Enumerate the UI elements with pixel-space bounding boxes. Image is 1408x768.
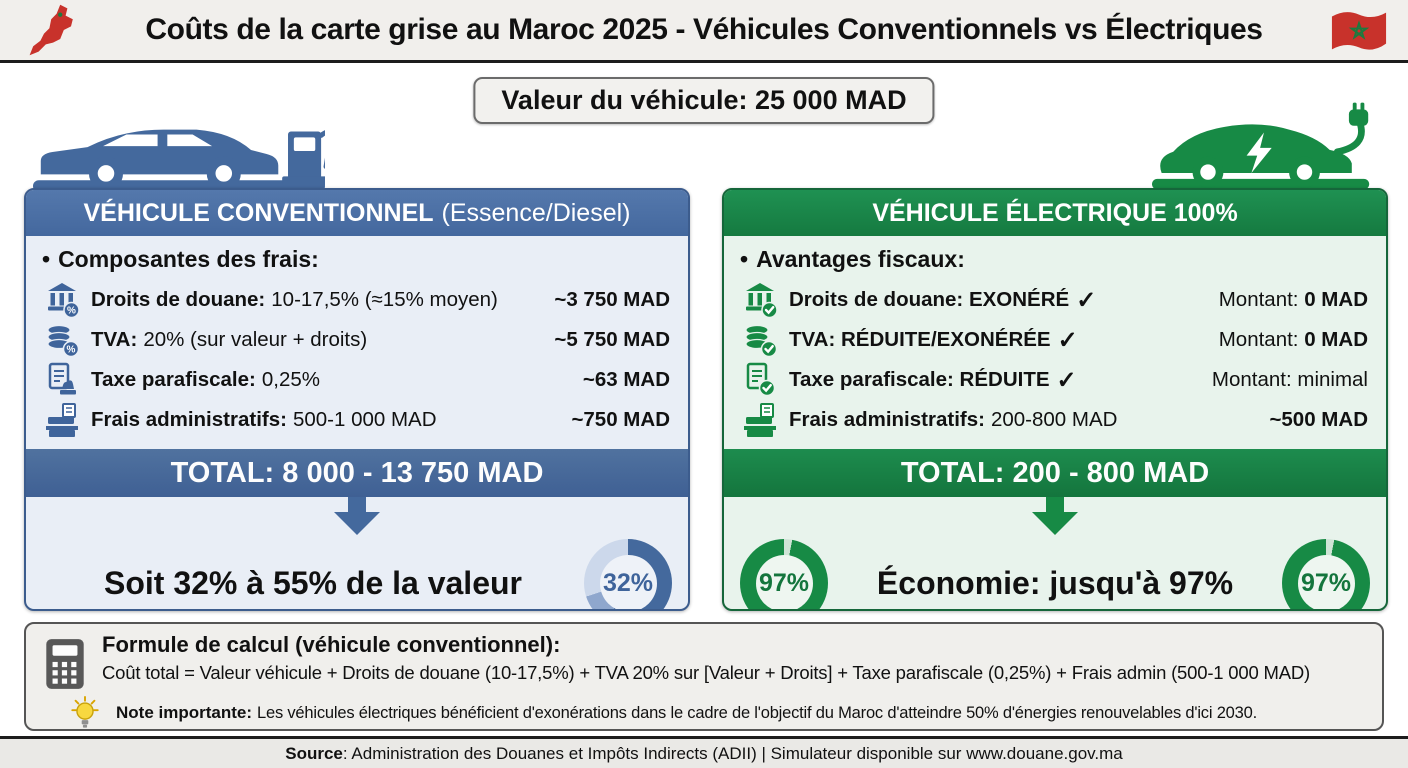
benefit-row-customs: Droits de douane: EXONÉRÉ ✓ Montant: 0 M…: [742, 280, 1368, 320]
conventional-section-title: • Composantes des frais:: [26, 236, 688, 278]
donut-value: 97%: [1297, 554, 1355, 609]
bank-check-icon: [746, 283, 778, 318]
conventional-total: TOTAL: 8 000 - 13 750 MAD: [26, 449, 688, 497]
fee-detail: 20% (sur valeur + droits): [143, 328, 368, 351]
fee-label: Taxe parafiscale:: [91, 368, 256, 391]
document-check-icon: [746, 362, 776, 397]
benefit-row-parafiscal: Taxe parafiscale: RÉDUITE ✓ Montant: min…: [742, 360, 1368, 400]
formula-note-box: Formule de calcul (véhicule conventionne…: [24, 622, 1384, 731]
fee-label: Frais administratifs:: [91, 408, 287, 431]
donut-value: 32%: [599, 554, 657, 609]
amount-label: Montant:: [1218, 328, 1299, 351]
svg-text:%: %: [67, 306, 76, 317]
benefit-row-vat: TVA: RÉDUITE/EXONÉRÉE ✓ Montant: 0 MAD: [742, 320, 1368, 360]
fee-row-customs: % Droits de douane: 10-17,5% (≈15% moyen…: [44, 280, 670, 320]
electric-total: TOTAL: 200 - 800 MAD: [724, 449, 1386, 497]
fee-row-vat: % TVA: 20% (sur valeur + droits) ~5 750 …: [44, 320, 670, 360]
donut-value: 97%: [755, 554, 813, 609]
source-footer: Source: Administration des Douanes et Im…: [0, 736, 1408, 768]
fee-row-admin: Frais administratifs: 500-1 000 MAD ~750…: [44, 400, 670, 440]
electric-summary-text: Économie: jusqu'à 97%: [876, 564, 1234, 601]
formula-title: Formule de calcul (véhicule conventionne…: [102, 632, 561, 657]
amount-label: Montant:: [1218, 288, 1299, 311]
fee-detail: 10-17,5% (≈15% moyen): [271, 288, 498, 311]
electric-benefit-list: Droits de douane: EXONÉRÉ ✓ Montant: 0 M…: [724, 278, 1386, 440]
section-title-text: Composantes des frais:: [58, 246, 319, 272]
fee-row-parafiscal: Taxe parafiscale: 0,25% ~63 MAD: [44, 360, 670, 400]
note-label: Note importante:: [116, 703, 252, 722]
conventional-title-normal: (Essence/Diesel): [441, 198, 631, 227]
benefit-label: Frais administratifs:: [789, 408, 985, 431]
calculator-icon: [46, 639, 84, 689]
benefit-detail: 200-800 MAD: [990, 408, 1118, 431]
morocco-flag-icon: [1331, 12, 1387, 50]
bullet-marker: •: [42, 246, 51, 272]
note-text: Les véhicules électriques bénéficient d'…: [257, 703, 1257, 722]
bank-percent-icon: %: [48, 283, 80, 318]
gasoline-car-fuel-pump-icon: [33, 129, 325, 192]
vehicle-value-banner: Valeur du véhicule: 25 000 MAD: [473, 77, 935, 124]
section-title-text: Avantages fiscaux:: [756, 246, 965, 272]
checkmark: ✓: [1057, 326, 1078, 354]
bullet-marker: •: [740, 246, 749, 272]
benefit-label: TVA: RÉDUITE/EXONÉRÉE: [789, 328, 1051, 351]
amount-value: 0 MAD: [1298, 288, 1368, 311]
benefit-label: Taxe parafiscale: RÉDUITE: [789, 368, 1050, 391]
admin-printer-icon: [744, 403, 776, 437]
savings-donut-left: 97%: [740, 539, 828, 609]
fee-amount: ~750 MAD: [571, 408, 670, 431]
down-arrow-icon: [724, 497, 1386, 535]
fee-label: TVA:: [91, 328, 138, 351]
fee-amount: ~5 750 MAD: [554, 328, 670, 351]
source-text: : Administration des Douanes et Impôts I…: [342, 744, 1123, 763]
source-label: Source: [285, 744, 343, 763]
conventional-fee-list: % Droits de douane: 10-17,5% (≈15% moyen…: [26, 278, 688, 440]
benefit-row-admin: Frais administratifs: 200-800 MAD ~500 M…: [742, 400, 1368, 440]
fee-detail: 0,25%: [261, 368, 320, 391]
coins-percent-icon: %: [47, 324, 80, 358]
electric-title-bold: VÉHICULE ÉLECTRIQUE 100%: [872, 198, 1238, 227]
electric-panel: VÉHICULE ÉLECTRIQUE 100% • Avantages fisc…: [722, 188, 1388, 611]
conventional-panel: VÉHICULE CONVENTIONNEL (Essence/Diesel) …: [24, 188, 690, 611]
amount-value: 0 MAD: [1298, 328, 1368, 351]
conventional-panel-title: VÉHICULE CONVENTIONNEL (Essence/Diesel): [26, 190, 688, 236]
header-bar: Coûts de la carte grise au Maroc 2025 - …: [0, 0, 1408, 63]
electric-section-title: • Avantages fiscaux:: [724, 236, 1386, 278]
amount-value: ~500 MAD: [1269, 408, 1368, 431]
stamp-document-icon: [48, 362, 76, 395]
electric-summary: 97% Économie: jusqu'à 97% 97%: [724, 535, 1386, 609]
note-line: Note importante: Les véhicules électriqu…: [70, 696, 1257, 730]
fee-label: Droits de douane:: [91, 288, 266, 311]
electric-car-plug-icon: [1152, 102, 1370, 190]
electric-panel-title: VÉHICULE ÉLECTRIQUE 100%: [724, 190, 1386, 236]
conventional-summary-text: Soit 32% à 55% de la valeur: [104, 564, 522, 601]
fee-amount: ~63 MAD: [582, 368, 670, 391]
savings-donut-right: 97%: [1282, 539, 1370, 609]
down-arrow-icon: [26, 497, 688, 535]
formula-text: Coût total = Valeur véhicule + Droits de…: [102, 662, 1310, 683]
morocco-map-icon: [29, 4, 73, 56]
benefit-label: Droits de douane: EXONÉRÉ: [789, 288, 1070, 311]
conventional-summary: Soit 32% à 55% de la valeur 32%: [26, 535, 688, 609]
fee-detail: 500-1 000 MAD: [292, 408, 437, 431]
svg-text:%: %: [67, 345, 76, 356]
amount-label: Montant: minimal: [1211, 368, 1368, 391]
coins-check-icon: [745, 324, 778, 358]
conventional-title-bold: VÉHICULE CONVENTIONNEL: [83, 198, 434, 227]
cost-share-donut: 32%: [584, 539, 672, 609]
admin-printer-icon: [46, 403, 78, 437]
checkmark: ✓: [1076, 286, 1097, 314]
checkmark: ✓: [1056, 366, 1077, 394]
fee-amount: ~3 750 MAD: [554, 288, 670, 311]
lightbulb-icon: [71, 696, 99, 728]
page-title: Coûts de la carte grise au Maroc 2025 - …: [145, 13, 1263, 46]
